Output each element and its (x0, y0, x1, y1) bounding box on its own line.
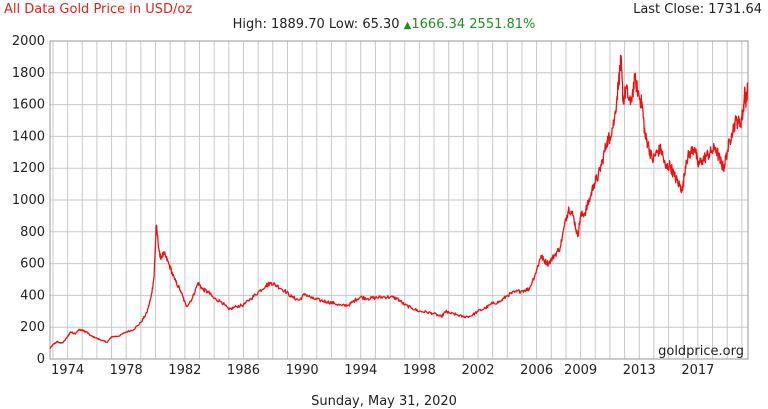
high-label: High: (232, 17, 267, 32)
last-close: Last Close: 1731.64 (633, 2, 762, 17)
gold-price-chart: 0 200 400 600 800 1000 1200 1400 1600 1800 2000 197… (12, 34, 749, 378)
up-triangle-icon: ▲ (403, 20, 412, 31)
last-close-value: 1731.64 (708, 2, 762, 17)
x-tick-label: 2013 (623, 363, 656, 378)
y-tick-label: 200 (20, 320, 45, 335)
y-tick-label: 1800 (12, 66, 45, 81)
last-close-label: Last Close: (633, 2, 705, 17)
x-tick-label: 1986 (227, 363, 260, 378)
y-tick-label: 800 (20, 225, 45, 240)
y-tick-label: 400 (20, 288, 45, 303)
chart-grid (50, 40, 748, 360)
x-tick-label: 2009 (564, 363, 597, 378)
low-label: Low: (328, 17, 359, 32)
y-tick-label: 2000 (12, 34, 45, 49)
y-tick-label: 1400 (12, 129, 45, 144)
low-value: 65.30 (362, 17, 400, 32)
x-tick-label: 1982 (168, 363, 201, 378)
y-tick-label: 600 (20, 257, 45, 272)
x-tick-label: 1978 (110, 363, 143, 378)
x-tick-label: 2006 (520, 363, 553, 378)
y-tick-label: 1200 (12, 161, 45, 176)
y-tick-label: 1600 (12, 98, 45, 113)
x-tick-label: 1994 (344, 363, 377, 378)
x-tick-label: 1998 (403, 363, 436, 378)
x-tick-label: 1974 (51, 363, 84, 378)
change-percent: 2551.81% (469, 17, 536, 32)
watermark: goldprice.org (658, 344, 744, 359)
plot-frame (49, 40, 749, 360)
price-line (49, 54, 749, 350)
y-tick-label: 0 (37, 352, 45, 367)
x-tick-label: 1990 (286, 363, 319, 378)
price-series (49, 54, 749, 350)
change-value: 1666.34 (411, 17, 466, 32)
x-tick-label: 2002 (461, 363, 494, 378)
chart-title: All Data Gold Price in USD/oz (4, 2, 193, 17)
y-tick-label: 1000 (12, 193, 45, 208)
price-stats: High: 1889.70 Low: 65.30 ▲1666.34 2551.8… (0, 17, 768, 32)
high-value: 1889.70 (270, 17, 325, 32)
chart-axes: 0 200 400 600 800 1000 1200 1400 1600 1800 2000 197… (12, 34, 749, 378)
footer-date: Sunday, May 31, 2020 (311, 394, 457, 409)
x-tick-label: 2017 (681, 363, 714, 378)
